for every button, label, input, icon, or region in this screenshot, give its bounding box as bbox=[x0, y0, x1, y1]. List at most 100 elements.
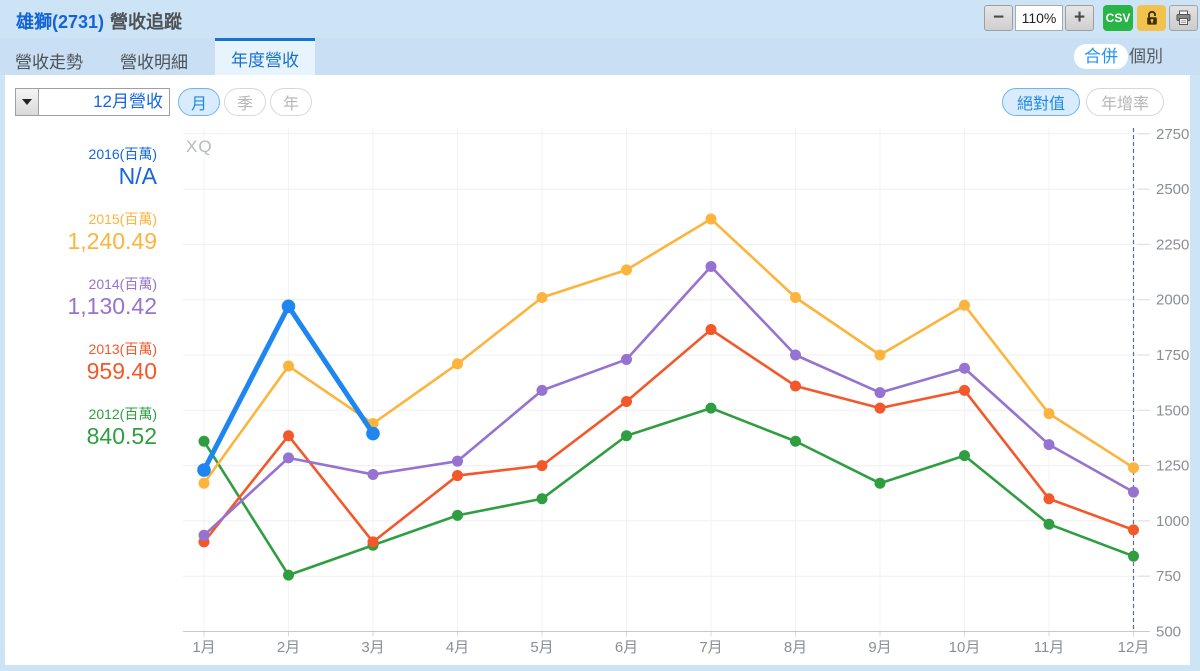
print-button[interactable] bbox=[1169, 5, 1198, 31]
data-point-2015[interactable] bbox=[536, 291, 548, 303]
data-point-2012[interactable] bbox=[621, 430, 632, 442]
data-point-2012[interactable] bbox=[1128, 550, 1139, 562]
data-point-2013[interactable] bbox=[367, 536, 379, 548]
data-point-2013[interactable] bbox=[621, 395, 632, 407]
legend-entry-2015: 2015(百萬) 1,240.49 bbox=[0, 211, 157, 254]
tab-annual-revenue[interactable]: 年度營收 bbox=[215, 38, 315, 75]
data-point-2014[interactable] bbox=[1043, 439, 1055, 451]
csv-export-button[interactable]: CSV bbox=[1103, 5, 1133, 31]
data-point-2015[interactable] bbox=[705, 213, 717, 225]
lock-button[interactable] bbox=[1137, 5, 1166, 31]
data-point-2015[interactable] bbox=[198, 477, 210, 489]
legend-value: N/A bbox=[118, 163, 157, 189]
data-point-2014[interactable] bbox=[1128, 486, 1139, 498]
data-point-2014[interactable] bbox=[283, 452, 294, 464]
svg-text:12月: 12月 bbox=[1118, 639, 1150, 656]
svg-text:2月: 2月 bbox=[277, 639, 300, 656]
data-point-2014[interactable] bbox=[452, 455, 463, 467]
data-point-2014[interactable] bbox=[959, 362, 970, 374]
data-point-2014[interactable] bbox=[621, 353, 632, 365]
scope-merged-button[interactable]: 合併 bbox=[1074, 44, 1128, 69]
dropdown-arrow-button[interactable] bbox=[16, 89, 39, 115]
legend-entry-2012: 2012(百萬) 840.52 bbox=[0, 406, 157, 449]
data-point-2012[interactable] bbox=[874, 477, 886, 489]
data-point-2013[interactable] bbox=[790, 380, 801, 392]
legend-year-label: 2016(百萬) bbox=[88, 146, 157, 162]
legend-value: 959.40 bbox=[86, 358, 157, 384]
series-2014[interactable] bbox=[198, 261, 1140, 541]
data-point-2016[interactable] bbox=[366, 426, 380, 441]
stock-name: 雄獅(2731) bbox=[16, 12, 105, 32]
svg-text:750: 750 bbox=[1156, 568, 1181, 585]
chart-legend: 2016(百萬) N/A 2015(百萬) 1,240.49 2014(百萬) … bbox=[0, 146, 157, 471]
series-2015[interactable] bbox=[198, 213, 1140, 489]
zoom-level-field[interactable]: 110% bbox=[1015, 5, 1063, 31]
legend-year-label: 2015(百萬) bbox=[88, 211, 157, 227]
period-year-button[interactable]: 年 bbox=[270, 88, 313, 116]
data-point-2014[interactable] bbox=[198, 529, 210, 541]
series-2013[interactable] bbox=[198, 324, 1140, 548]
data-point-2013[interactable] bbox=[1043, 493, 1055, 505]
svg-text:500: 500 bbox=[1156, 624, 1181, 641]
data-point-2012[interactable] bbox=[790, 435, 801, 447]
data-point-2013[interactable] bbox=[283, 430, 294, 442]
unlock-icon bbox=[1146, 10, 1157, 25]
svg-text:4月: 4月 bbox=[446, 639, 469, 656]
tab-revenue-detail[interactable]: 營收明細 bbox=[120, 53, 188, 72]
svg-text:2000: 2000 bbox=[1156, 292, 1189, 309]
data-point-2013[interactable] bbox=[1128, 524, 1139, 536]
data-point-2013[interactable] bbox=[959, 384, 970, 396]
tab-revenue-trend[interactable]: 營收走勢 bbox=[15, 53, 83, 72]
mode-toggle: 絕對值 年增率 bbox=[1002, 88, 1165, 116]
data-point-2012[interactable] bbox=[283, 569, 294, 581]
legend-year-label: 2014(百萬) bbox=[88, 276, 157, 292]
month-select[interactable]: 12月營收 bbox=[15, 88, 170, 116]
data-point-2015[interactable] bbox=[874, 349, 886, 361]
data-point-2012[interactable] bbox=[1043, 518, 1055, 530]
data-point-2013[interactable] bbox=[452, 470, 463, 482]
data-point-2016[interactable] bbox=[197, 463, 211, 477]
data-point-2012[interactable] bbox=[959, 450, 970, 462]
data-point-2016[interactable] bbox=[281, 299, 296, 314]
data-point-2015[interactable] bbox=[621, 264, 632, 276]
data-point-2015[interactable] bbox=[790, 291, 801, 303]
data-point-2013[interactable] bbox=[874, 402, 886, 414]
data-point-2015[interactable] bbox=[959, 299, 970, 311]
toolbar: − 110% + CSV bbox=[984, 5, 1198, 31]
data-point-2013[interactable] bbox=[536, 460, 548, 472]
svg-text:6月: 6月 bbox=[615, 639, 638, 656]
month-select-value: 12月營收 bbox=[93, 92, 163, 111]
data-point-2014[interactable] bbox=[874, 387, 886, 399]
period-quarter-button[interactable]: 季 bbox=[224, 88, 267, 116]
period-month-button[interactable]: 月 bbox=[178, 88, 221, 116]
data-point-2014[interactable] bbox=[536, 384, 548, 396]
legend-entry-2013: 2013(百萬) 959.40 bbox=[0, 341, 157, 384]
data-point-2012[interactable] bbox=[705, 402, 717, 414]
zoom-in-button[interactable]: + bbox=[1065, 5, 1094, 31]
data-point-2012[interactable] bbox=[198, 435, 210, 447]
legend-entry-2014: 2014(百萬) 1,130.42 bbox=[0, 276, 157, 319]
zoom-out-button[interactable]: − bbox=[984, 5, 1013, 31]
data-point-2014[interactable] bbox=[367, 468, 379, 480]
series-2016[interactable] bbox=[197, 299, 380, 477]
data-point-2014[interactable] bbox=[705, 261, 717, 273]
scope-individual-button[interactable]: 個別 bbox=[1129, 47, 1163, 66]
data-point-2012[interactable] bbox=[452, 509, 463, 521]
period-toggle: 月 季 年 bbox=[178, 88, 313, 116]
data-point-2014[interactable] bbox=[790, 349, 801, 361]
data-point-2015[interactable] bbox=[1128, 462, 1139, 474]
svg-text:3月: 3月 bbox=[361, 639, 384, 656]
data-point-2015[interactable] bbox=[283, 360, 294, 372]
mode-absolute-button[interactable]: 絕對值 bbox=[1002, 88, 1081, 116]
data-point-2012[interactable] bbox=[536, 493, 548, 505]
data-point-2015[interactable] bbox=[452, 358, 463, 370]
mode-yoy-button[interactable]: 年增率 bbox=[1086, 88, 1165, 116]
series-2012[interactable] bbox=[198, 402, 1140, 581]
svg-text:2750: 2750 bbox=[1156, 126, 1189, 143]
data-point-2015[interactable] bbox=[1043, 408, 1055, 420]
data-point-2013[interactable] bbox=[705, 324, 717, 336]
svg-text:5月: 5月 bbox=[530, 639, 553, 656]
svg-text:2500: 2500 bbox=[1156, 181, 1189, 198]
svg-text:1750: 1750 bbox=[1156, 347, 1189, 364]
